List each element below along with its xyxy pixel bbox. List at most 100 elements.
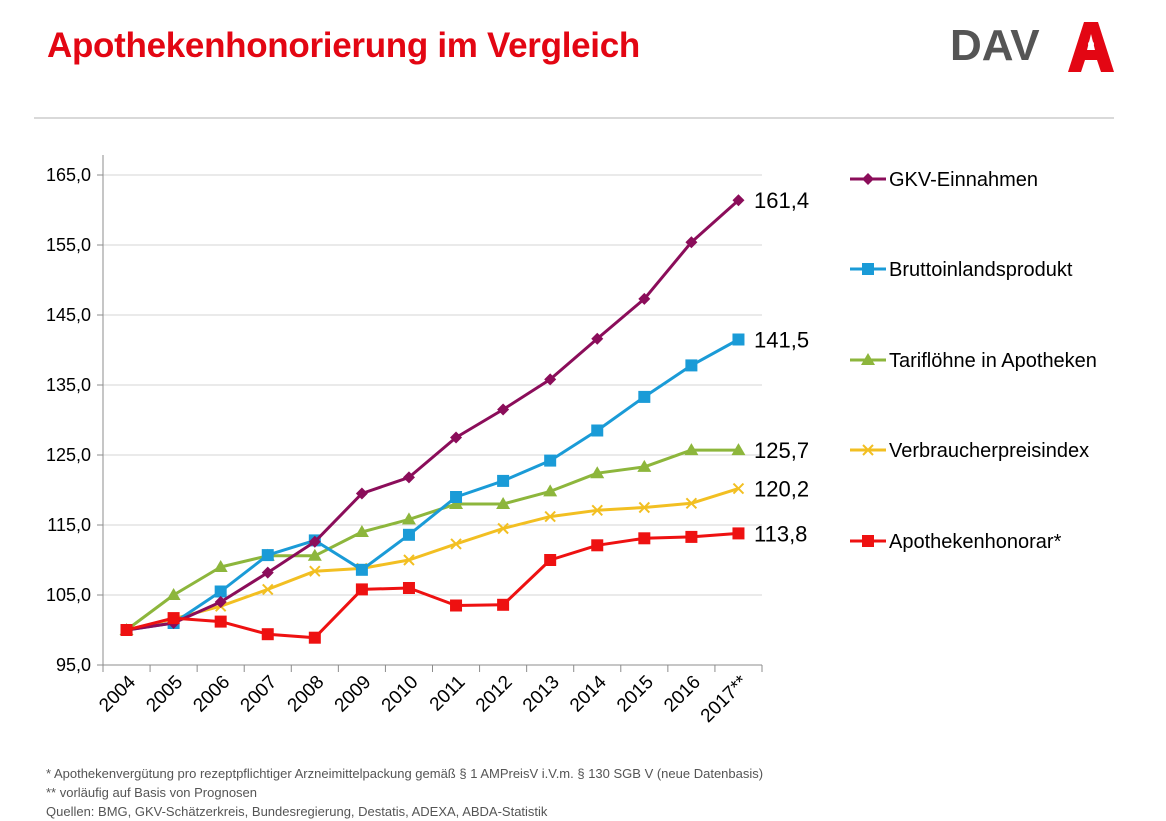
data-point [401, 512, 416, 525]
data-point [262, 583, 274, 596]
legend-item-gkv: GKV-Einnahmen [850, 169, 1038, 191]
x-tick-label: 2007 [237, 672, 282, 717]
data-point [355, 563, 368, 576]
legend-item-bip: Bruttoinlandsprodukt [850, 259, 1073, 281]
x-tick-label: 2012 [472, 672, 517, 717]
data-point [355, 583, 368, 596]
marker-stroke [544, 510, 556, 523]
legend-marker [862, 173, 874, 185]
data-point [497, 522, 509, 535]
data-point [450, 431, 463, 444]
data-point [261, 566, 274, 579]
data-point [497, 403, 510, 416]
data-point [497, 598, 510, 611]
data-point [637, 459, 652, 472]
data-point [402, 582, 415, 594]
footnote-sources: Quellen: BMG, GKV-Schätzerkreis, Bundesr… [46, 804, 548, 819]
data-point [591, 332, 604, 345]
y-tick-label: 155,0 [46, 235, 91, 255]
y-tick-label: 145,0 [46, 305, 91, 325]
data-point [307, 548, 322, 561]
marker-stroke [403, 554, 415, 566]
x-tick-label: 2015 [613, 672, 658, 717]
data-point [685, 359, 698, 372]
data-point [166, 588, 181, 600]
end-label-bip: 141,5 [754, 328, 809, 353]
data-point [261, 549, 274, 562]
data-point [543, 484, 558, 497]
data-point [214, 615, 227, 628]
data-point [496, 497, 511, 509]
x-tick-label: 2011 [426, 672, 470, 716]
data-point [544, 454, 557, 467]
data-point [402, 528, 415, 541]
end-labels: 161,4 141,5 125,7 120,2 113,8 [754, 188, 809, 546]
legend-label: Apothekenhonorar* [889, 531, 1062, 553]
series-vpi [120, 482, 745, 636]
marker-stroke [638, 501, 651, 514]
data-point [497, 474, 510, 487]
x-tick-label: 2014 [566, 671, 611, 716]
data-point [685, 530, 698, 543]
page-title: Apothekenhonorierung im Vergleich [47, 26, 640, 65]
marker-stroke [262, 583, 274, 596]
legend: GKV-Einnahmen Bruttoinlandsprodukt Tariflö… [850, 169, 1097, 553]
end-label-gkv: 161,4 [754, 188, 809, 213]
marker-stroke [732, 482, 745, 495]
data-point [685, 236, 698, 249]
x-tick-label: 2006 [189, 672, 234, 717]
apotheke-a-icon [1068, 22, 1114, 72]
series-line [125, 448, 739, 632]
data-point [638, 501, 651, 514]
legend-label: Tariflöhne in Apotheken [889, 350, 1097, 372]
y-tick-label: 115,0 [47, 515, 91, 535]
x-tick-label: 2008 [284, 672, 329, 717]
y-tick-label: 165,0 [46, 165, 91, 185]
y-tick-label: 135,0 [46, 375, 91, 395]
data-point [544, 554, 557, 566]
data-point [591, 424, 604, 437]
data-point [214, 596, 227, 608]
data-point [402, 471, 415, 484]
footnote-double-asterisk: ** vorläufig auf Basis von Prognosen [46, 785, 258, 800]
data-point [732, 527, 745, 540]
data-point [450, 491, 463, 503]
legend-marker [862, 263, 874, 275]
data-point [638, 390, 651, 403]
series-lines [119, 194, 746, 644]
dav-logo: DAV [950, 21, 1114, 72]
end-label-honorar: 113,8 [754, 521, 807, 546]
x-tick-label: 2010 [378, 672, 423, 717]
legend-item-tarif: Tariflöhne in Apotheken [850, 350, 1097, 372]
legend-label: Verbraucherpreisindex [889, 440, 1089, 462]
data-point [731, 443, 746, 456]
data-point [685, 497, 698, 510]
end-label-tarif: 125,7 [754, 438, 809, 463]
series-line [126, 487, 739, 632]
data-point [167, 612, 180, 625]
x-tick-label: 2009 [331, 672, 376, 717]
data-point [638, 292, 651, 305]
data-point [308, 535, 321, 548]
data-point [355, 487, 368, 500]
data-point [354, 525, 369, 537]
data-point [590, 466, 605, 479]
data-point [308, 631, 321, 644]
series-bip [120, 333, 745, 636]
data-point [214, 585, 227, 598]
data-point [450, 538, 462, 550]
series-honorar [120, 527, 745, 644]
legend-label: GKV-Einnahmen [889, 169, 1038, 191]
series-line [126, 338, 740, 632]
series-tarif [119, 443, 746, 635]
x-tick-label: 2005 [142, 672, 187, 717]
marker-stroke [591, 504, 603, 517]
y-tick-label: 105,0 [46, 585, 91, 605]
end-label-vpi: 120,2 [754, 477, 809, 502]
legend-label: Bruttoinlandsprodukt [889, 259, 1073, 281]
data-point [450, 599, 463, 612]
data-point [309, 565, 321, 577]
legend-marker [861, 353, 875, 365]
data-point [213, 560, 228, 572]
footnote-asterisk: * Apothekenvergütung pro rezeptpflichtig… [46, 766, 764, 781]
